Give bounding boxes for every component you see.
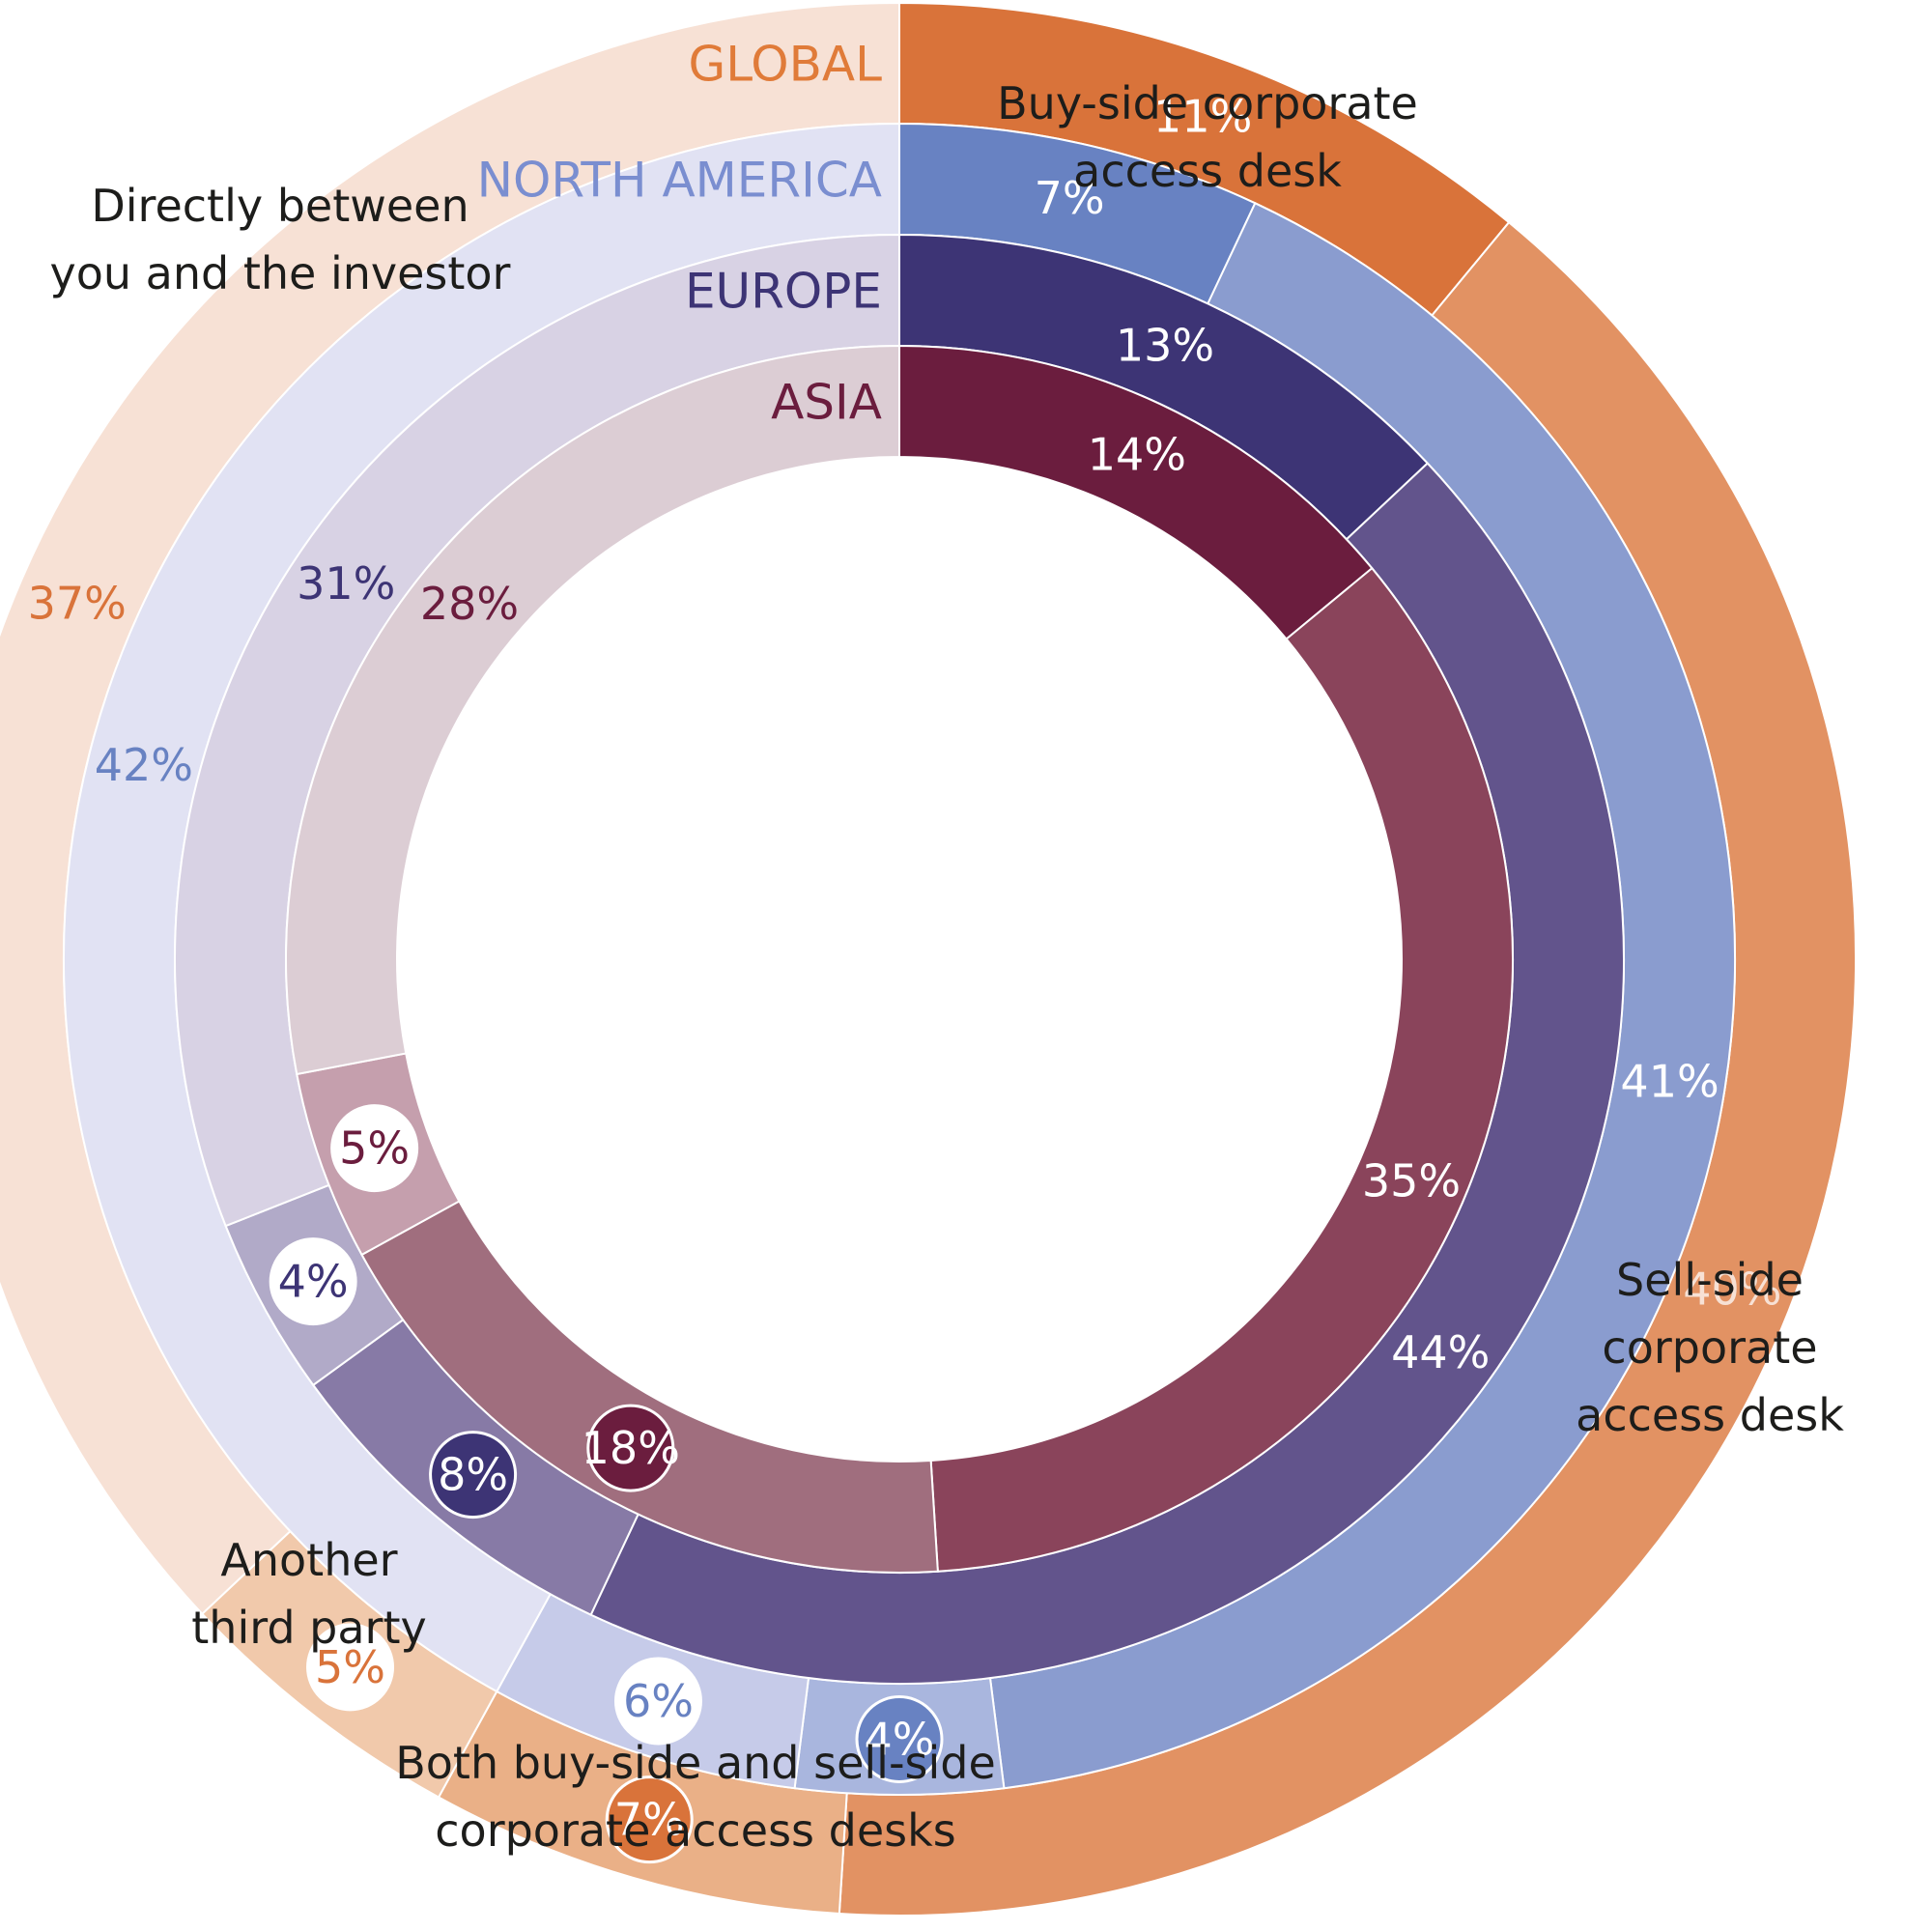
value-label-global-1: 40%: [1683, 1263, 1781, 1315]
value-label-global-3: 5%: [315, 1641, 385, 1693]
category-label-buy-side: Buy-side corporate access desk: [997, 77, 1418, 197]
value-label-global-4: 37%: [28, 578, 127, 630]
badge-global-2: [605, 1775, 694, 1864]
value-label-north-america-0: 7%: [1035, 172, 1105, 224]
value-label-asia-2: 18%: [582, 1422, 680, 1474]
badge-north-america-3: [613, 1657, 702, 1746]
segment-asia-4: [285, 344, 900, 1076]
ring-name-global: GLOBAL: [688, 37, 882, 93]
value-labels-group: 11% 40% 7% 5% 37% 7% 41% 4% 6% 42% 13% 44% 8% 4% 31% 14…: [28, 90, 1781, 1864]
value-label-global-2: 7%: [614, 1794, 685, 1846]
value-label-asia-3: 5%: [339, 1122, 410, 1175]
value-label-asia-4: 28%: [420, 578, 519, 630]
value-label-north-america-2: 4%: [865, 1714, 935, 1766]
value-label-europe-0: 13%: [1116, 319, 1214, 371]
value-label-asia-0: 14%: [1088, 428, 1186, 480]
value-label-asia-1: 35%: [1362, 1154, 1461, 1207]
value-label-global-0: 11%: [1153, 90, 1252, 142]
category-label-third-party: Another third party: [191, 1534, 427, 1654]
value-label-europe-3: 4%: [278, 1256, 349, 1308]
ring-name-europe: EUROPE: [685, 264, 882, 320]
value-label-north-america-3: 6%: [623, 1675, 694, 1727]
badge-europe-3: [269, 1237, 357, 1326]
ring-names-group: GLOBAL NORTH AMERICA EUROPE ASIA: [477, 37, 883, 431]
badge-asia-2: [586, 1404, 675, 1492]
value-label-north-america-4: 42%: [95, 739, 193, 791]
badge-north-america-2: [855, 1695, 944, 1783]
category-label-both: Both buy-side and sell-side corporate ac…: [395, 1737, 996, 1857]
ring-name-asia: ASIA: [771, 375, 882, 431]
value-label-north-america-1: 41%: [1620, 1055, 1719, 1107]
segment-asia-1: [929, 566, 1515, 1573]
badge-global-3: [306, 1623, 395, 1712]
category-label-directly: Directly between you and the investor: [49, 180, 511, 299]
value-label-europe-4: 31%: [297, 557, 395, 610]
value-label-europe-2: 8%: [438, 1449, 508, 1501]
category-label-sell-side: Sell-side corporate access desk: [1576, 1254, 1844, 1441]
value-label-europe-1: 44%: [1391, 1326, 1490, 1378]
ring-name-north-america: NORTH AMERICA: [477, 153, 882, 209]
badge-asia-3: [330, 1104, 419, 1193]
badge-europe-2: [429, 1431, 518, 1519]
